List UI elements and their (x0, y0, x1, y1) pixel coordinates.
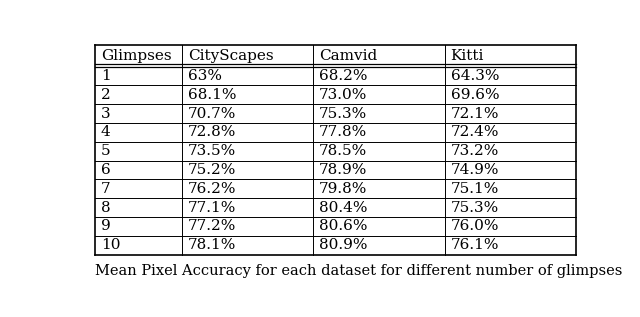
Text: 72.1%: 72.1% (451, 107, 499, 120)
Text: 77.2%: 77.2% (188, 219, 236, 233)
Text: 73.2%: 73.2% (451, 144, 499, 158)
Text: 80.6%: 80.6% (319, 219, 367, 233)
Text: 73.0%: 73.0% (319, 88, 367, 102)
Text: 8: 8 (101, 201, 111, 215)
Text: 78.1%: 78.1% (188, 238, 236, 252)
Text: 77.1%: 77.1% (188, 201, 236, 215)
Text: 75.1%: 75.1% (451, 182, 499, 196)
Text: 78.9%: 78.9% (319, 163, 367, 177)
Text: 79.8%: 79.8% (319, 182, 367, 196)
Text: 9: 9 (101, 219, 111, 233)
Text: Kitti: Kitti (451, 49, 484, 63)
Text: 1: 1 (101, 69, 111, 83)
Text: 64.3%: 64.3% (451, 69, 499, 83)
Text: 75.3%: 75.3% (451, 201, 499, 215)
Text: 78.5%: 78.5% (319, 144, 367, 158)
Text: Camvid: Camvid (319, 49, 378, 63)
Text: 7: 7 (101, 182, 111, 196)
Text: 5: 5 (101, 144, 111, 158)
Text: 6: 6 (101, 163, 111, 177)
Text: 76.0%: 76.0% (451, 219, 499, 233)
Text: 76.2%: 76.2% (188, 182, 236, 196)
Text: 70.7%: 70.7% (188, 107, 236, 120)
Text: CityScapes: CityScapes (188, 49, 273, 63)
Text: 80.4%: 80.4% (319, 201, 367, 215)
Text: 63%: 63% (188, 69, 221, 83)
Text: 76.1%: 76.1% (451, 238, 499, 252)
Text: 68.2%: 68.2% (319, 69, 367, 83)
Text: Mean Pixel Accuracy for each dataset for different number of glimpses: Mean Pixel Accuracy for each dataset for… (95, 264, 622, 278)
Text: 75.3%: 75.3% (319, 107, 367, 120)
Text: 4: 4 (101, 126, 111, 139)
Text: 74.9%: 74.9% (451, 163, 499, 177)
Text: 75.2%: 75.2% (188, 163, 236, 177)
Text: Glimpses: Glimpses (101, 49, 172, 63)
Text: 73.5%: 73.5% (188, 144, 236, 158)
Text: 72.4%: 72.4% (451, 126, 499, 139)
Text: 77.8%: 77.8% (319, 126, 367, 139)
Text: 3: 3 (101, 107, 111, 120)
Text: 80.9%: 80.9% (319, 238, 367, 252)
Text: 72.8%: 72.8% (188, 126, 236, 139)
Text: 69.6%: 69.6% (451, 88, 499, 102)
Text: 68.1%: 68.1% (188, 88, 236, 102)
Text: 10: 10 (101, 238, 120, 252)
Text: 2: 2 (101, 88, 111, 102)
